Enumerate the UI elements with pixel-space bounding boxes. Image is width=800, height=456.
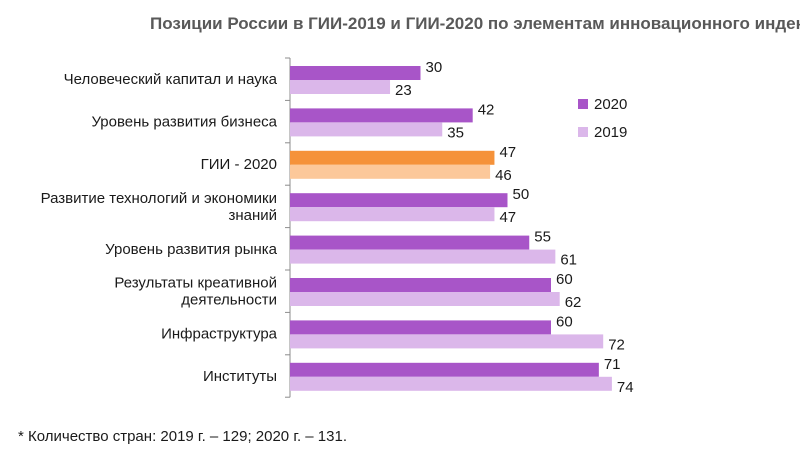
value-label-2019: 74	[617, 379, 634, 396]
bar-2019	[290, 80, 391, 94]
bar-2020	[290, 150, 495, 165]
value-label-2020: 30	[426, 59, 443, 76]
chart-title: Позиции России в ГИИ-2019 и ГИИ-2020 по …	[150, 14, 800, 33]
category-label: Результаты креативной деятельности	[114, 275, 277, 309]
bar-2020	[290, 193, 508, 208]
bar-2020	[290, 66, 421, 80]
bar-2019	[290, 376, 612, 391]
bar-2019	[290, 249, 556, 264]
value-label-2019: 61	[560, 252, 577, 269]
legend-item-2020: 2020	[578, 90, 627, 118]
legend-item-2019: 2019	[578, 118, 627, 146]
bar-2019	[290, 164, 491, 179]
value-label-2020: 47	[499, 144, 516, 161]
bar-2020	[290, 320, 551, 335]
legend-swatch-2020	[578, 99, 588, 109]
value-label-2020: 60	[556, 271, 573, 288]
value-label-2019: 35	[447, 124, 464, 141]
legend-swatch-2019	[578, 127, 588, 137]
category-label: Развитие технологий и экономики знаний	[41, 190, 277, 224]
category-label: ГИИ - 2020	[201, 156, 277, 173]
legend-label-2020: 2020	[594, 95, 628, 113]
category-label: Инфраструктура	[161, 326, 278, 343]
bar-2020	[290, 278, 551, 292]
category-label: Институты	[203, 368, 277, 385]
value-label-2019: 47	[499, 209, 516, 226]
value-label-2020: 42	[478, 101, 495, 118]
value-label-2020: 60	[556, 313, 573, 330]
legend-label-2019: 2019	[594, 123, 628, 141]
footnote: * Количество стран: 2019 г. – 129; 2020 …	[18, 428, 347, 445]
value-label-2019: 62	[565, 294, 582, 311]
bar-2020	[290, 235, 530, 250]
category-label: Уровень развития бизнеса	[91, 114, 277, 131]
bar-2019	[290, 334, 604, 349]
legend: 2020 2019	[578, 90, 627, 146]
value-label-2019: 46	[495, 167, 512, 184]
bar-2020	[290, 108, 473, 123]
value-label-2020: 71	[604, 356, 621, 373]
value-label-2019: 23	[395, 82, 412, 99]
category-label: Человеческий капитал и наука	[64, 71, 278, 88]
value-label-2020: 50	[513, 186, 530, 203]
bar-2019	[290, 207, 495, 222]
bar-2019	[290, 292, 560, 306]
bar-2019	[290, 122, 443, 137]
bar-2020	[290, 362, 599, 377]
value-label-2020: 55	[534, 229, 551, 246]
value-label-2019: 72	[608, 336, 625, 353]
category-label: Уровень развития рынка	[105, 241, 278, 258]
